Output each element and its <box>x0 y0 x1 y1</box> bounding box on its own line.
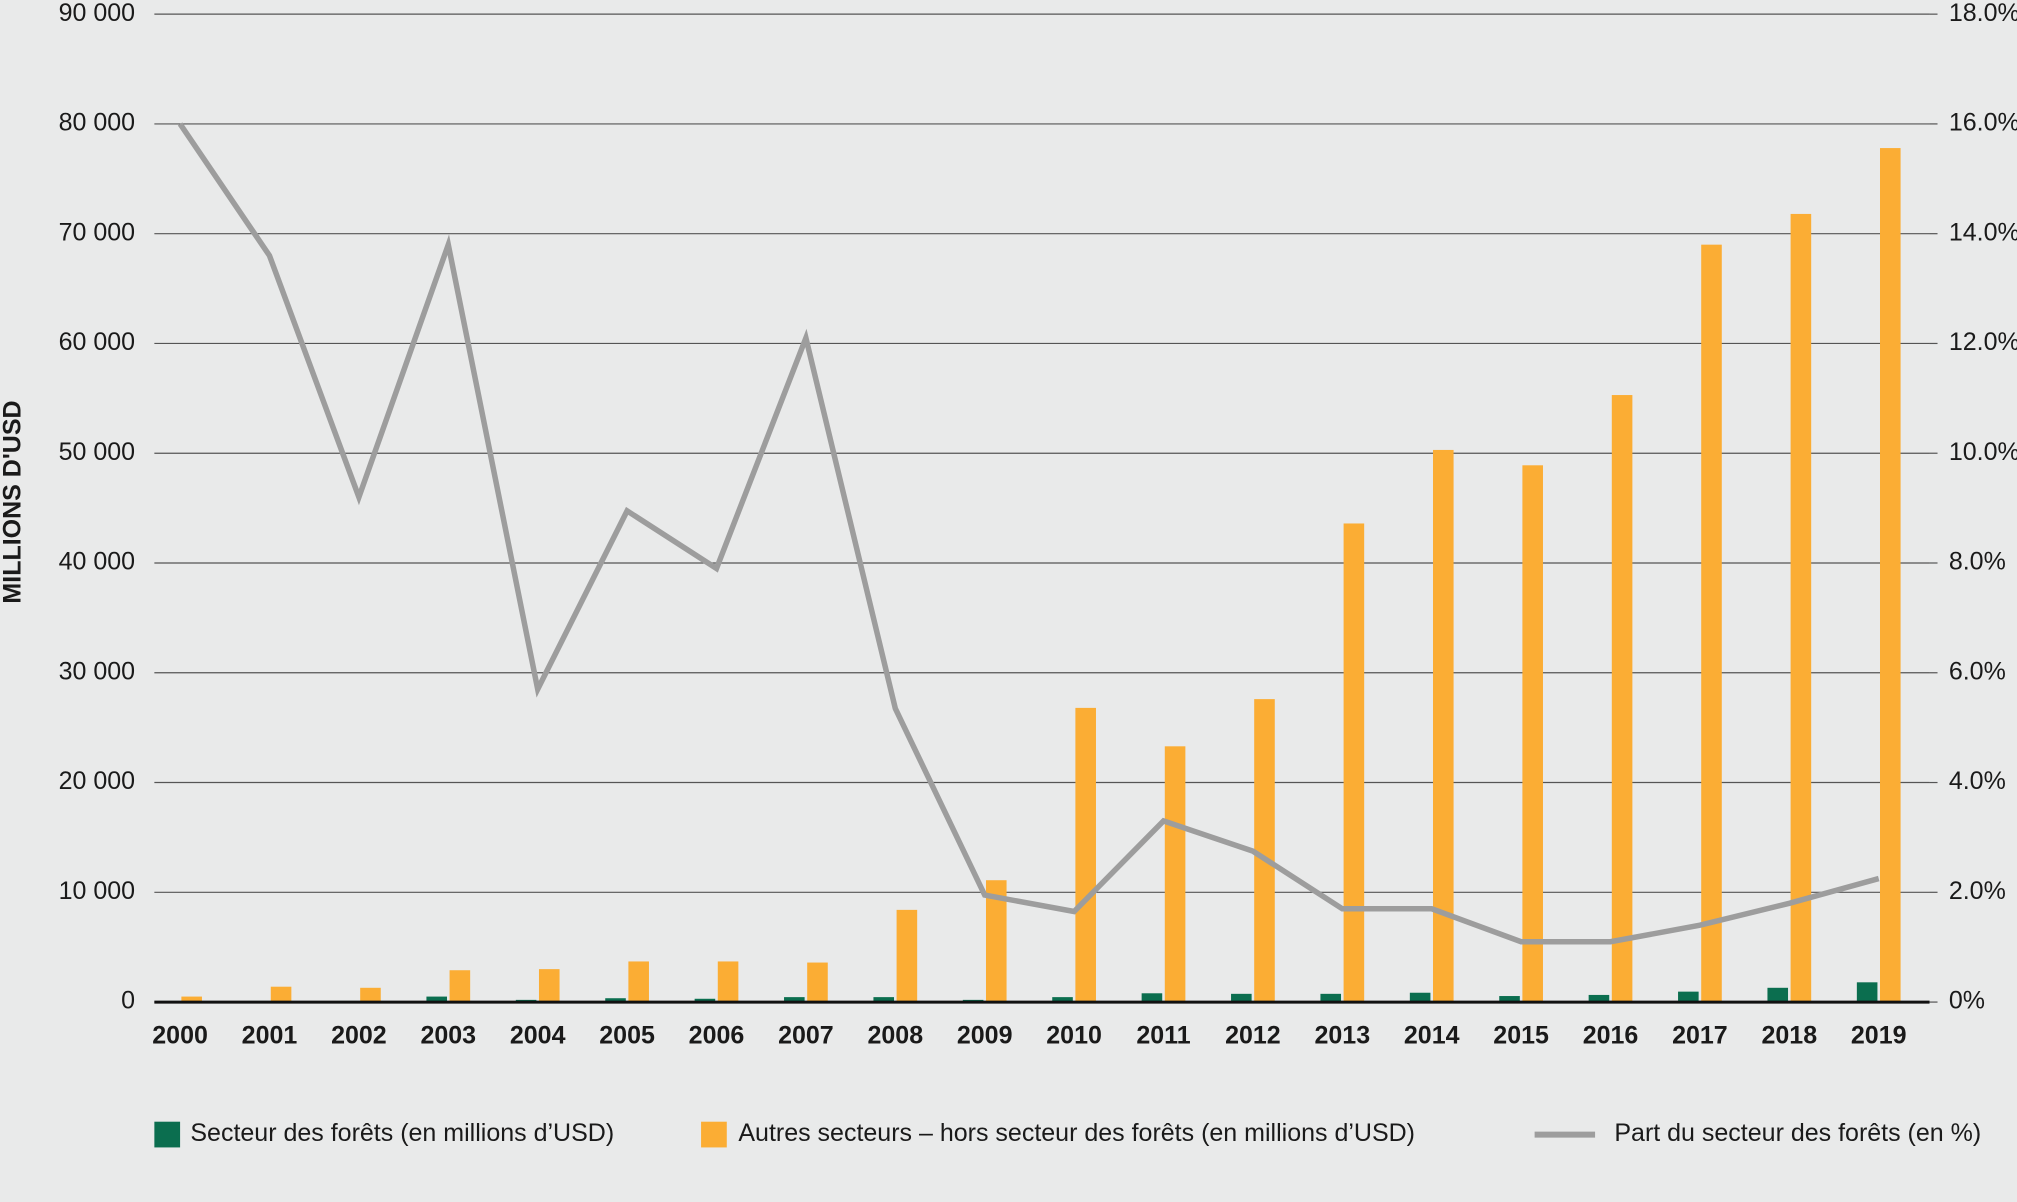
bar <box>1052 997 1073 1003</box>
bar <box>1343 523 1365 1003</box>
bar <box>807 962 828 1003</box>
bar <box>1320 993 1342 1003</box>
x-tick-label: 2010 <box>1046 1021 1102 1049</box>
bar <box>1767 987 1789 1003</box>
bar <box>1522 465 1543 1003</box>
bar <box>628 961 649 1003</box>
y2-tick-label: 6.0% <box>1949 657 2006 685</box>
bar <box>1432 449 1454 1003</box>
bar <box>1678 991 1699 1003</box>
bar <box>449 970 471 1003</box>
x-tick-label: 2014 <box>1404 1021 1460 1049</box>
bar <box>1231 993 1252 1003</box>
bar <box>784 997 805 1003</box>
bar <box>1164 746 1186 1003</box>
y-tick-label: 40 000 <box>59 548 135 576</box>
bar <box>1254 699 1275 1003</box>
x-tick-label: 2015 <box>1493 1021 1549 1049</box>
legend-swatch <box>701 1121 727 1148</box>
bar <box>873 997 895 1003</box>
bar <box>426 996 448 1003</box>
y-tick-label: 10 000 <box>59 877 135 905</box>
y-tick-label: 60 000 <box>59 328 135 356</box>
legend-label: Part du secteur des forêts (en %) <box>1614 1119 1981 1147</box>
x-tick-label: 2003 <box>420 1021 476 1049</box>
y2-tick-label: 2.0% <box>1949 877 2006 905</box>
y2-tick-label: 14.0% <box>1949 218 2017 246</box>
x-tick-label: 2004 <box>510 1021 566 1049</box>
y2-tick-label: 12.0% <box>1949 328 2017 356</box>
bar <box>1409 992 1431 1003</box>
x-tick-label: 2001 <box>242 1021 298 1049</box>
x-tick-label: 2006 <box>689 1021 745 1049</box>
bar <box>1701 244 1722 1003</box>
legend-swatch <box>154 1121 181 1148</box>
bar <box>1141 993 1163 1003</box>
bar <box>1075 707 1096 1003</box>
x-tick-label: 2011 <box>1136 1021 1190 1049</box>
y-tick-label: 20 000 <box>59 767 135 795</box>
bar <box>605 998 626 1003</box>
bar <box>1588 994 1610 1003</box>
y-tick-label: 70 000 <box>59 218 135 246</box>
bar <box>181 996 202 1003</box>
y-tick-label: 80 000 <box>59 109 135 137</box>
bar <box>360 987 381 1003</box>
bar <box>717 961 739 1003</box>
x-tick-label: 2000 <box>152 1021 208 1049</box>
line <box>177 122 1880 945</box>
x-tick-label: 2012 <box>1225 1021 1281 1049</box>
x-tick-label: 2002 <box>331 1021 387 1049</box>
bar <box>1790 213 1812 1003</box>
bar <box>1880 148 1901 1003</box>
x-tick-label: 2008 <box>867 1021 923 1049</box>
y2-tick-label: 4.0% <box>1949 767 2006 795</box>
x-tick-label: 2005 <box>599 1021 655 1049</box>
legend-label: Autres secteurs – hors secteur des forêt… <box>738 1119 1415 1147</box>
x-tick-label: 2019 <box>1851 1021 1907 1049</box>
y-tick-label: 30 000 <box>59 657 135 685</box>
bar <box>694 998 716 1003</box>
y2-tick-label: 8.0% <box>1949 548 2006 576</box>
bar <box>1611 395 1633 1003</box>
bar <box>896 909 918 1003</box>
x-tick-label: 2017 <box>1672 1021 1728 1049</box>
x-tick-label: 2013 <box>1314 1021 1370 1049</box>
y-tick-label: 0 <box>121 987 135 1015</box>
bar <box>270 986 292 1003</box>
legend-label: Secteur des forêts (en millions d’USD) <box>190 1119 614 1147</box>
y-tick-label: 90 000 <box>59 0 135 27</box>
bar <box>985 880 1007 1003</box>
y2-tick-label: 16.0% <box>1949 109 2017 137</box>
bar <box>538 969 560 1003</box>
x-tick-label: 2009 <box>957 1021 1013 1049</box>
bar <box>1856 982 1878 1003</box>
x-tick-label: 2007 <box>778 1021 834 1049</box>
x-tick-label: 2016 <box>1583 1021 1639 1049</box>
y2-tick-label: 18.0% <box>1949 0 2017 27</box>
y2-tick-label: 0% <box>1949 987 1985 1015</box>
y-axis-title: MILLIONS D'USD <box>0 400 27 603</box>
y2-tick-label: 10.0% <box>1949 438 2017 466</box>
y-tick-label: 50 000 <box>59 438 135 466</box>
bar <box>1499 996 1520 1003</box>
x-tick-label: 2018 <box>1762 1021 1818 1049</box>
